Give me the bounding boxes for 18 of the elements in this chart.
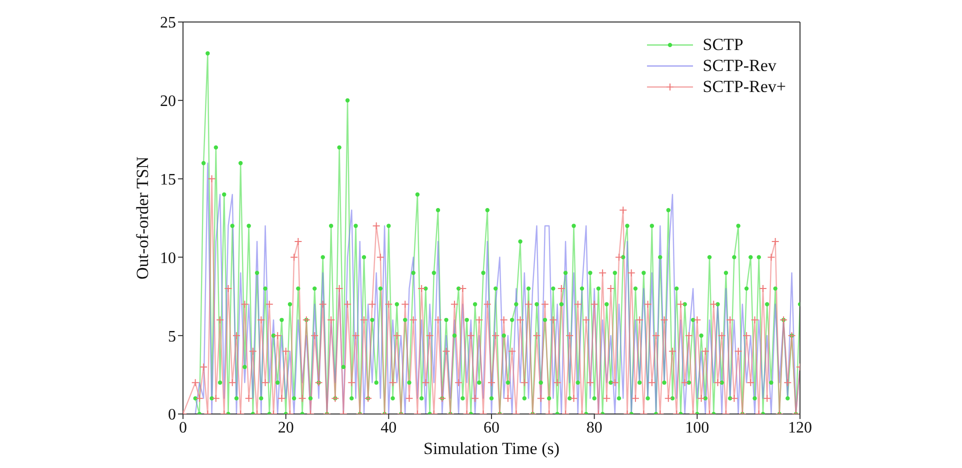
x-tick-label: 100	[685, 419, 710, 436]
y-tick-label: 5	[168, 328, 176, 346]
y-tick-label: 0	[168, 406, 176, 424]
y-tick-label: 10	[160, 250, 176, 267]
x-tick-label: 120	[788, 419, 812, 436]
y-tick-label: 15	[160, 171, 176, 188]
x-tick-label: 0	[179, 419, 187, 436]
legend-label: SCTP	[702, 34, 744, 55]
y-tick-label: 25	[160, 14, 176, 32]
x-tick-label: 60	[484, 419, 500, 436]
x-axis-title: Simulation Time (s)	[423, 439, 560, 458]
y-tick-label: 20	[160, 93, 176, 110]
x-tick-label: 80	[586, 419, 602, 436]
y-axis-title: Out-of-order TSN	[133, 156, 152, 280]
x-tick-label: 40	[380, 419, 397, 436]
x-tick-label: 20	[278, 419, 294, 436]
legend-label: SCTP-Rev	[702, 55, 776, 76]
legend-label: SCTP-Rev+	[702, 76, 786, 97]
